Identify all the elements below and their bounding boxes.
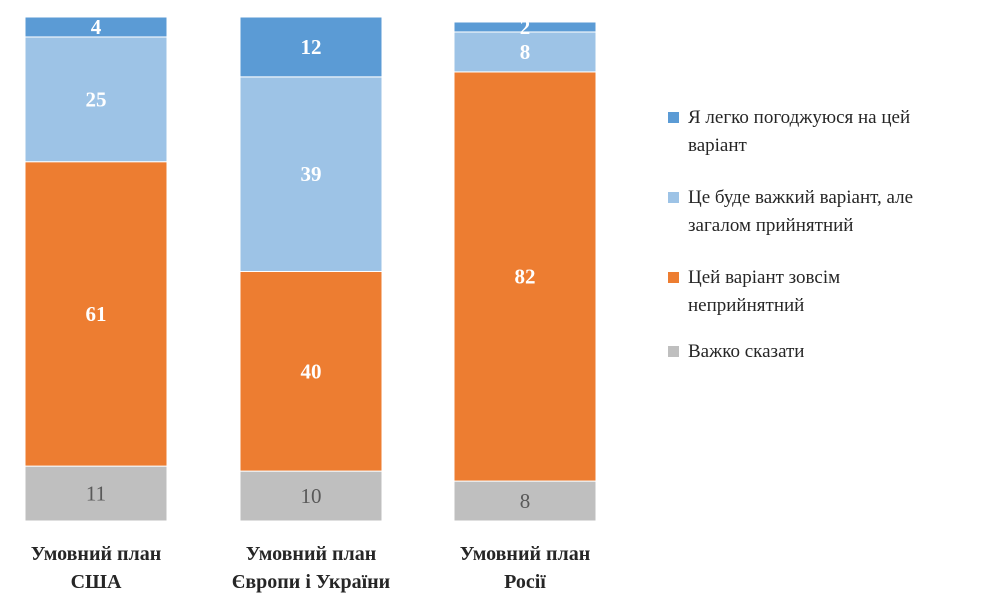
legend-label: загалом прийнятний — [688, 215, 854, 236]
legend-label: Цей варіант зовсім — [688, 267, 841, 288]
category-label: США — [71, 571, 122, 593]
legend-item: Це буде важкий варіант, але загалом прийн… — [668, 184, 988, 240]
bar-segment — [239, 76, 383, 272]
data-label: 61 — [86, 302, 107, 326]
legend-label: неприйнятний — [688, 295, 805, 316]
legend-swatch — [668, 112, 679, 123]
data-label: 10 — [301, 484, 322, 508]
bar-segment — [24, 161, 168, 467]
legend-label: Важко сказати — [688, 341, 805, 362]
legend-swatch — [668, 346, 679, 357]
category-label: Умовний план — [460, 543, 591, 565]
data-label: 40 — [301, 359, 322, 383]
category-label: Умовний план — [31, 543, 162, 565]
bar-segment — [239, 470, 383, 522]
data-label: 8 — [520, 489, 531, 513]
legend-item: Я легко погоджуюся на цей варіант — [668, 104, 988, 160]
category-label: Умовний план — [246, 543, 377, 565]
bar-segment — [239, 270, 383, 472]
legend-swatch — [668, 272, 679, 283]
bar-segment — [24, 16, 168, 38]
data-label: 2 — [520, 15, 531, 39]
legend-label: Це буде важкий варіант, але — [688, 187, 914, 208]
legend-label: варіант — [688, 135, 747, 156]
bar-segment — [24, 465, 168, 522]
bar-segment — [453, 71, 597, 482]
data-label: 12 — [301, 35, 322, 59]
category-label: Росії — [504, 571, 546, 593]
chart-plot: 11 61 25 4 Умовний план США 10 40 39 12 Умовний пл… — [24, 15, 597, 593]
bar-segment — [453, 21, 597, 33]
bar-segment — [453, 480, 597, 522]
legend-swatch — [668, 192, 679, 203]
legend-item: Цей варіант зовсім неприйнятний — [668, 264, 988, 320]
legend-label: Я легко погоджуюся на цей — [688, 107, 911, 128]
data-label: 11 — [86, 482, 106, 506]
chart-legend: Я легко погоджуюся на цей варіант Це буде … — [668, 104, 988, 390]
data-label: 8 — [520, 40, 531, 64]
data-label: 39 — [301, 162, 322, 186]
data-label: 82 — [515, 264, 536, 288]
data-label: 25 — [86, 87, 107, 111]
category-label: Європи і України — [232, 571, 390, 593]
data-label: 4 — [91, 15, 102, 39]
bar-segment — [239, 16, 383, 78]
legend-item: Важко сказати — [668, 338, 988, 366]
